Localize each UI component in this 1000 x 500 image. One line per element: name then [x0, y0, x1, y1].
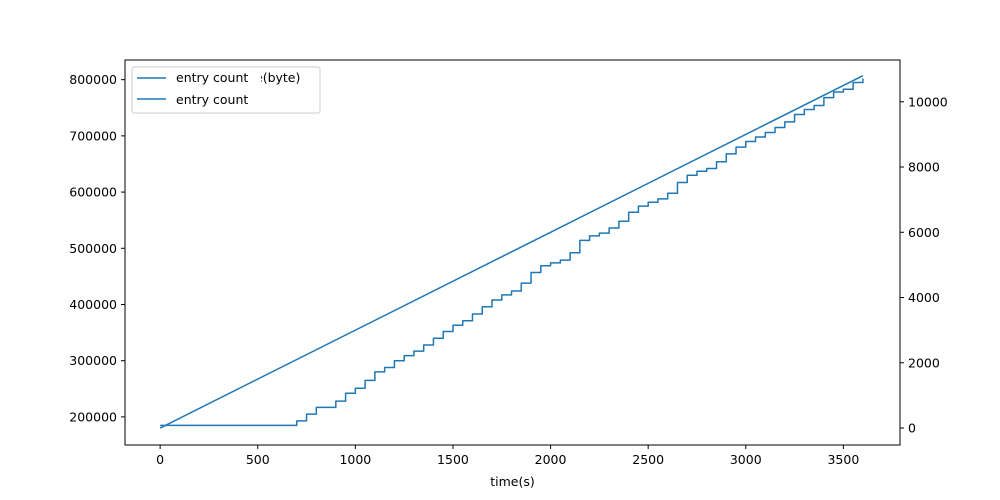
legend-entry-background-0	[169, 68, 261, 85]
y-right-tick-label: 6000	[908, 225, 940, 240]
plot-frame	[124, 59, 901, 446]
x-tick-label: 3000	[730, 452, 762, 467]
y-right-tick-label: 0	[908, 421, 916, 436]
x-axis-ticks: 0 500 1000 1500 2000 2500 3000 3500	[156, 445, 859, 467]
plot-lines	[159, 74, 864, 429]
y-right-axis-ticks: 0 2000 4000 6000 8000 10000	[900, 94, 948, 436]
legend-entry-label-1: entry count	[176, 92, 248, 107]
y-left-tick-label: 200000	[69, 409, 117, 424]
legend: e(byte) entry count entry count	[131, 66, 321, 114]
x-tick-label: 1500	[437, 452, 469, 467]
y-right-tick-label: 2000	[908, 355, 940, 370]
y-right-tick-label: 8000	[908, 160, 940, 175]
x-tick-label: 500	[246, 452, 270, 467]
y-left-tick-label: 700000	[69, 128, 117, 143]
x-tick-label: 2500	[632, 452, 664, 467]
series-line-1	[159, 74, 864, 429]
x-tick-label: 1000	[339, 452, 371, 467]
series-line-0	[160, 78, 864, 427]
y-right-tick-label: 10000	[908, 94, 948, 109]
legend-overlapped-text: e(byte)	[255, 70, 300, 85]
y-left-tick-label: 600000	[69, 185, 117, 200]
y-left-tick-label: 400000	[69, 297, 117, 312]
y-right-tick-label: 4000	[908, 290, 940, 305]
x-tick-label: 2000	[535, 452, 567, 467]
legend-entry-label-0: entry count	[176, 70, 248, 85]
y-left-tick-label: 300000	[69, 353, 117, 368]
y-left-axis-ticks: 200000 300000 400000 500000 600000 700000 8000…	[69, 72, 125, 424]
x-axis-label: time(s)	[490, 474, 535, 489]
x-tick-label: 3500	[827, 452, 859, 467]
y-left-tick-label: 800000	[69, 72, 117, 87]
y-left-tick-label: 500000	[69, 241, 117, 256]
x-tick-label: 0	[156, 452, 164, 467]
